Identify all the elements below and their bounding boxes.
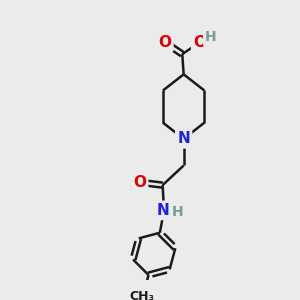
Text: O: O [193,35,206,50]
Text: O: O [133,175,146,190]
Text: N: N [177,131,190,146]
Text: CH₃: CH₃ [129,290,155,300]
Text: H: H [172,205,183,219]
Text: N: N [156,203,169,218]
Text: H: H [205,30,217,44]
Text: O: O [158,35,171,50]
